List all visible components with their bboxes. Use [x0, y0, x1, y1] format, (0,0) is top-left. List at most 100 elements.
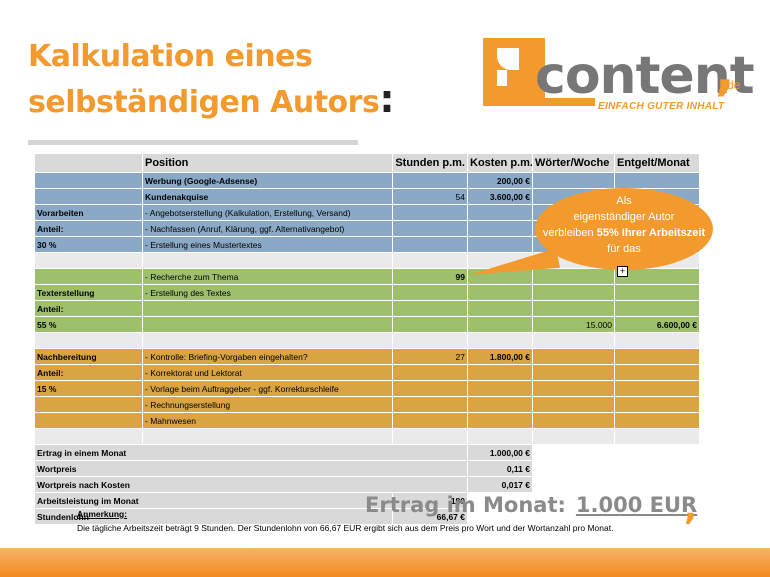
summary-row: Wortpreis nach Kosten 0,017 €: [34, 476, 700, 493]
summary-label: Arbeitsleistung im Monat: [34, 492, 393, 509]
table-cell: - Vorlage beim Auftraggeber - ggf. Korre…: [142, 380, 393, 397]
expand-plus-icon[interactable]: +: [617, 266, 628, 277]
summary-value: 0,017 €: [467, 476, 533, 493]
callout-line-1: Als: [616, 195, 632, 207]
table-cell: [467, 236, 533, 253]
table-cell: [614, 364, 700, 381]
header-cell: [34, 153, 143, 173]
table-row: 55 % 15.000 6.600,00 €: [34, 316, 700, 333]
table-row: Kundenakquise 54 3.600,00 €: [34, 188, 700, 205]
table-cell: - Erstellung eines Mustertextes: [142, 236, 393, 253]
table-cell: [392, 300, 468, 317]
table-cell: [532, 396, 615, 413]
monthly-income-value: 1.000 EUR: [575, 493, 698, 517]
summary-value: 66,67 €: [392, 508, 468, 525]
table-cell: [614, 284, 700, 301]
summary-label: Wortpreis: [34, 460, 468, 477]
title-line-2-text: selbständigen Autors: [28, 85, 380, 120]
table-cell: [467, 204, 533, 221]
table-cell: Vorarbeiten: [34, 204, 143, 221]
table-cell: [532, 412, 615, 429]
spacer-row: [34, 332, 700, 349]
table-row: Texterstellung - Erstellung des Textes: [34, 284, 700, 301]
summary-row: Wortpreis 0,11 €: [34, 460, 700, 477]
table-cell: [34, 396, 143, 413]
table-cell: [614, 172, 700, 189]
callout-line-3b: 55% Ihrer Arbeitszeit: [596, 227, 706, 239]
monthly-income-label: Ertrag im Monat:: [365, 493, 566, 517]
table-cell: - Rechnungserstellung: [142, 396, 393, 413]
table-cell: - Angebotserstellung (Kalkulation, Erste…: [142, 204, 393, 221]
table-cell: [34, 268, 143, 285]
table-cell: - Nachfassen (Anruf, Klärung, ggf. Alter…: [142, 220, 393, 237]
table-cell: [467, 316, 533, 333]
table-cell: 54: [392, 188, 468, 205]
table-cell: [614, 396, 700, 413]
table-cell: [392, 236, 468, 253]
table-cell: [467, 284, 533, 301]
table-cell: [392, 204, 468, 221]
table-cell: [142, 316, 393, 333]
table-cell: [34, 172, 143, 189]
callout-line-4: für das: [607, 243, 641, 255]
summary-value: 180: [392, 492, 468, 509]
header-stunden: Stunden p.m.: [392, 153, 468, 173]
table-cell: Werbung (Google-Adsense): [142, 172, 393, 189]
logo-tagline: EINFACH GUTER INHALT: [598, 101, 725, 112]
footer-bar: [0, 548, 770, 577]
title-separator: [28, 140, 358, 145]
monthly-income-summary: Ertrag im Monat: 1.000 EUR: [365, 493, 697, 517]
table-cell: 15.000: [532, 316, 615, 333]
header-entgelt: Entgelt/Monat: [614, 153, 700, 173]
table-cell: [532, 348, 615, 365]
table-cell: [614, 412, 700, 429]
header-woerter: Wörter/Woche: [532, 153, 615, 173]
table-cell: [392, 412, 468, 429]
table-cell: [467, 268, 533, 285]
title-line-1: Kalkulation eines: [28, 39, 313, 74]
summary-row: Stundenlohn 66,67 €: [34, 508, 700, 525]
table-cell: 55 %: [34, 316, 143, 333]
logo-word: content: [535, 46, 755, 106]
table-cell: [392, 284, 468, 301]
summary-label: Wortpreis nach Kosten: [34, 476, 468, 493]
table-cell: [392, 380, 468, 397]
content-logo-mark-icon: [483, 38, 545, 100]
table-cell: [392, 396, 468, 413]
table-cell: [392, 364, 468, 381]
table-cell: [392, 316, 468, 333]
calculation-table: Position Stunden p.m. Kosten p.m. Wörter…: [34, 153, 700, 525]
table-cell: 200,00 €: [467, 172, 533, 189]
summary-value: 1.000,00 €: [467, 444, 533, 461]
logo-underline: [483, 98, 595, 106]
table-row: 15 % - Vorlage beim Auftraggeber - ggf. …: [34, 380, 700, 397]
table-row: - Rechnungserstellung: [34, 396, 700, 413]
table-cell: 99: [392, 268, 468, 285]
table-row: - Recherche zum Thema 99: [34, 268, 700, 285]
page-title: Kalkulation eines selbständigen Autors:: [28, 36, 395, 124]
summary-row: Ertrag in einem Monat 1.000,00 €: [34, 444, 700, 461]
table-cell: Kundenakquise: [142, 188, 393, 205]
table-cell: [34, 188, 143, 205]
table-cell: - Mahnwesen: [142, 412, 393, 429]
summary-value: 0,11 €: [467, 460, 533, 477]
logo-comma: ,: [715, 42, 735, 102]
table-cell: [142, 300, 393, 317]
table-cell: [467, 364, 533, 381]
note-text: Die tägliche Arbeitszeit beträgt 9 Stund…: [77, 523, 614, 533]
title-colon: :: [379, 77, 395, 121]
table-cell: 6.600,00 €: [614, 316, 700, 333]
header-kosten: Kosten p.m.: [467, 153, 533, 173]
table-cell: [467, 220, 533, 237]
table-cell: - Erstellung des Textes: [142, 284, 393, 301]
title-line-2: selbständigen Autors:: [28, 77, 395, 124]
table-cell: [532, 284, 615, 301]
header-position: Position: [142, 153, 393, 173]
brand-comma-icon: ,: [684, 488, 697, 528]
note-heading: Anmerkung:: [77, 509, 128, 519]
callout-line-3a: verbleiben: [542, 227, 597, 239]
table-cell: [532, 268, 615, 285]
logo-tld: de: [727, 78, 741, 92]
table-cell: Texterstellung: [34, 284, 143, 301]
table-cell: [532, 380, 615, 397]
